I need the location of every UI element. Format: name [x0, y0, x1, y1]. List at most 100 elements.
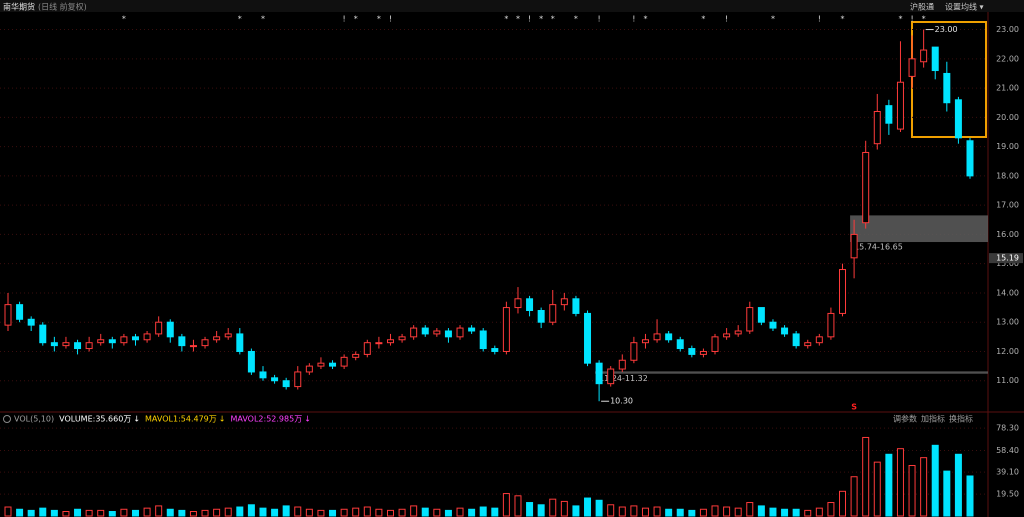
volume-bar [931, 444, 939, 517]
volume-bar [143, 507, 151, 517]
y-tick-label: 11.00 [996, 376, 1019, 385]
event-marker: ! [818, 15, 821, 24]
indicator-arrow: ↓ [304, 415, 311, 424]
candle-body [804, 342, 812, 347]
volume-bar [131, 509, 139, 517]
volume-bar [560, 500, 568, 517]
volume-bar [178, 509, 186, 517]
volume-bar [920, 457, 928, 517]
event-marker: * [771, 15, 775, 24]
volume-bar [166, 508, 174, 517]
y-tick-label: 13.00 [996, 318, 1019, 327]
y-tick-label: 19.00 [996, 142, 1019, 151]
candle-body [549, 304, 557, 323]
event-marker: * [238, 15, 242, 24]
candle-body [120, 336, 128, 344]
volume-bar [317, 509, 325, 517]
candle-body [885, 105, 893, 124]
indicator-value: MAVOL2:52.985万 [230, 415, 302, 424]
candle-body [74, 342, 82, 350]
title-bar [0, 0, 1024, 12]
volume-bar [271, 508, 279, 517]
candle-body [456, 327, 464, 338]
candle-body [479, 330, 487, 350]
event-marker: * [261, 15, 265, 24]
candle-body [827, 312, 835, 338]
volume-bar [456, 507, 464, 517]
top-link[interactable]: 沪股通 [910, 2, 934, 12]
candle-body [155, 321, 163, 335]
volume-bar [27, 509, 35, 517]
event-marker: * [701, 15, 705, 24]
candle-body [433, 330, 441, 335]
volume-bar [410, 505, 418, 517]
candle-body [444, 330, 452, 338]
candle-body [665, 333, 673, 341]
volume-bar [386, 509, 394, 517]
candle-body [630, 342, 638, 361]
volume-bar [850, 476, 858, 517]
candle-body [85, 342, 93, 350]
volume-bar [757, 505, 765, 517]
candle-body [676, 339, 684, 350]
volume-bar [50, 509, 58, 517]
candle-body [815, 336, 823, 344]
candle-body [781, 327, 789, 335]
candle-body [572, 298, 580, 314]
y-tick-label: 39.10 [996, 468, 1019, 477]
candle-body [178, 336, 186, 347]
annotation-label: 10.30 [610, 397, 633, 406]
indicator-button[interactable]: 加指标 [921, 414, 945, 424]
volume-bar [305, 508, 313, 517]
y-tick-label: 20.00 [996, 113, 1019, 122]
volume-bar [873, 461, 881, 517]
volume-bar [641, 507, 649, 517]
candle-body [920, 49, 928, 63]
candle-body [908, 58, 916, 77]
event-marker: * [898, 15, 902, 24]
candle-body [896, 81, 904, 130]
candle-body [282, 380, 290, 388]
candle-body [792, 333, 800, 347]
candle-body [189, 345, 197, 348]
volume-bar [514, 495, 522, 517]
volume-bar [885, 453, 893, 517]
candle-body [734, 330, 742, 335]
indicator-value: VOLUME:35.660万 [59, 415, 131, 424]
candle-body [769, 321, 777, 329]
candle-body [537, 310, 545, 323]
y-tick-label: 23.00 [996, 25, 1019, 34]
event-marker: ! [389, 15, 392, 24]
candle-body [4, 304, 12, 326]
candle-body [966, 140, 974, 177]
volume-bar [329, 509, 337, 517]
volume-bar [444, 509, 452, 517]
indicator-button[interactable]: 调参数 [893, 414, 917, 424]
event-marker: * [539, 15, 543, 24]
volume-bar [630, 505, 638, 517]
volume-bar [433, 508, 441, 517]
candle-body [97, 339, 105, 344]
volume-bar [769, 507, 777, 517]
candle-body [873, 111, 881, 145]
gap-zone [595, 371, 988, 374]
volume-bar [815, 507, 823, 517]
y-tick-label: 78.30 [996, 424, 1019, 433]
event-marker: * [574, 15, 578, 24]
y-tick-label: 16.00 [996, 230, 1019, 239]
candle-body [653, 333, 661, 341]
indicator-arrow: ↓ [219, 415, 226, 424]
help-icon[interactable] [3, 415, 11, 423]
event-marker: * [122, 15, 126, 24]
candle-body [862, 151, 870, 224]
event-marker: * [377, 15, 381, 24]
volume-bar [804, 509, 812, 517]
indicator-button[interactable]: 换指标 [949, 414, 973, 424]
candle-body [839, 269, 847, 314]
top-link[interactable]: 设置均线 ▾ [945, 2, 984, 12]
candle-body [526, 298, 534, 312]
candle-body [584, 312, 592, 364]
candle-body [131, 336, 139, 341]
candle-body [329, 362, 337, 367]
